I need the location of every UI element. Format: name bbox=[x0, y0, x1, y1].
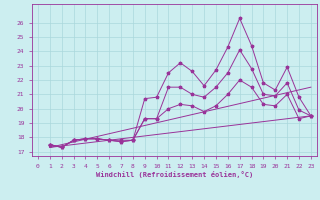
X-axis label: Windchill (Refroidissement éolien,°C): Windchill (Refroidissement éolien,°C) bbox=[96, 171, 253, 178]
